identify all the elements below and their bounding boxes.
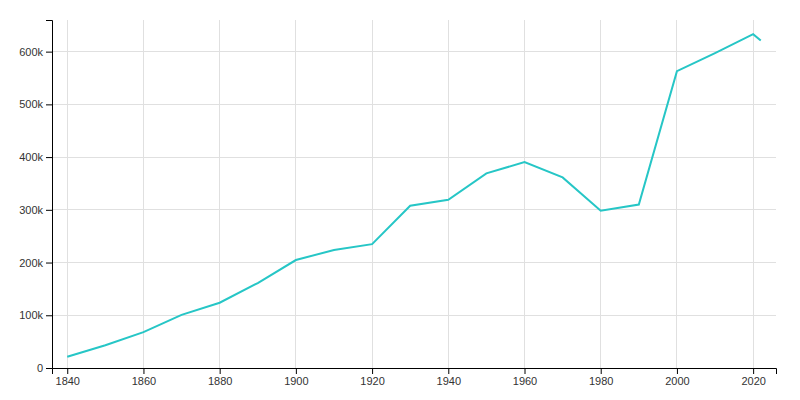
x-axis-tick-label: 1980 [589, 375, 613, 387]
y-axis-tick-label: 200k [19, 257, 43, 269]
data-line [67, 34, 761, 357]
grid-line-x [753, 20, 754, 368]
grid-line-x [372, 20, 373, 368]
y-axis-tick: 200k [19, 257, 52, 269]
x-axis-tick-mark [448, 368, 449, 374]
plot-area: 1840 1860 1880 1900 1920 1940 1960 1980 2000 2020… [19, 20, 776, 387]
grid-line-y [52, 262, 776, 263]
y-axis-tick-mark [46, 157, 52, 158]
x-axis-tick-mark [677, 368, 678, 374]
grid [52, 20, 776, 368]
grid-line-y [52, 315, 776, 316]
y-axis-tick-label: 400k [19, 151, 43, 163]
x-axis-tick-mark [372, 368, 373, 374]
grid-line-y [52, 209, 776, 210]
y-axis-tick: 600k [19, 46, 52, 58]
x-axis-tick: 1920 [360, 368, 384, 387]
y-axis-tick-mark [46, 210, 52, 211]
x-axis-tick: 1980 [589, 368, 613, 387]
x-axis-tick-mark [220, 368, 221, 374]
x-axis-tick-mark [67, 368, 68, 374]
x-axis-tick-label: 1960 [513, 375, 537, 387]
y-axis-tick-label: 500k [19, 98, 43, 110]
grid-line-y [52, 51, 776, 52]
y-axis-tick: 500k [19, 98, 52, 110]
grid-line-x [600, 20, 601, 368]
y-axis-tick-label: 600k [19, 46, 43, 58]
x-axis: 1840 1860 1880 1900 1920 1940 1960 1980 2000 2020 [53, 368, 777, 387]
y-axis-tick: 300k [19, 204, 52, 216]
x-axis-tick-label: 1840 [55, 375, 79, 387]
x-axis-tick-label: 2000 [665, 375, 689, 387]
x-axis-tick-label: 1920 [360, 375, 384, 387]
y-axis-tick-mark [46, 104, 52, 105]
chart-container: 1840 1860 1880 1900 1920 1940 1960 1980 2000 2020… [0, 0, 800, 400]
marks [67, 34, 761, 357]
y-axis-tick: 400k [19, 151, 52, 163]
y-axis-tick-label: 0 [37, 362, 43, 374]
y-axis-tick-mark [46, 52, 52, 53]
y-axis: 0 100k 200k 300k 400k 500k 600k [19, 21, 52, 375]
grid-line-y [52, 157, 776, 158]
x-axis-tick-label: 1880 [208, 375, 232, 387]
y-axis-tick-mark [46, 368, 52, 369]
x-axis-tick-label: 1940 [437, 375, 461, 387]
y-axis-tick: 100k [19, 309, 52, 321]
y-axis-tick-mark [46, 263, 52, 264]
y-axis-tick-label: 100k [19, 309, 43, 321]
x-axis-tick: 1860 [132, 368, 156, 387]
grid-line-x [67, 20, 68, 368]
x-axis-tick: 1940 [437, 368, 461, 387]
x-axis-tick-label: 2020 [741, 375, 765, 387]
x-axis-tick: 2020 [741, 368, 765, 387]
x-axis-tick-mark [601, 368, 602, 374]
x-axis-tick-label: 1860 [132, 375, 156, 387]
grid-line-x [295, 20, 296, 368]
x-axis-tick-mark [753, 368, 754, 374]
x-axis-tick-mark [525, 368, 526, 374]
y-axis-tick-mark [46, 315, 52, 316]
y-axis-tick: 0 [37, 362, 52, 374]
y-axis-tick-label: 300k [19, 204, 43, 216]
grid-line-x [143, 20, 144, 368]
y-axis-domain [46, 21, 53, 369]
grid-line-x [524, 20, 525, 368]
x-axis-tick: 1880 [208, 368, 232, 387]
chart-svg: 1840 1860 1880 1900 1920 1940 1960 1980 2000 2020… [0, 0, 800, 400]
x-axis-domain [53, 369, 777, 375]
grid-line-x [219, 20, 220, 368]
x-axis-tick: 1840 [55, 368, 79, 387]
grid-line-x [448, 20, 449, 368]
x-axis-tick: 1960 [513, 368, 537, 387]
x-axis-tick-mark [296, 368, 297, 374]
x-axis-tick-mark [143, 368, 144, 374]
x-axis-tick: 2000 [665, 368, 689, 387]
x-axis-tick: 1900 [284, 368, 308, 387]
x-axis-tick-label: 1900 [284, 375, 308, 387]
